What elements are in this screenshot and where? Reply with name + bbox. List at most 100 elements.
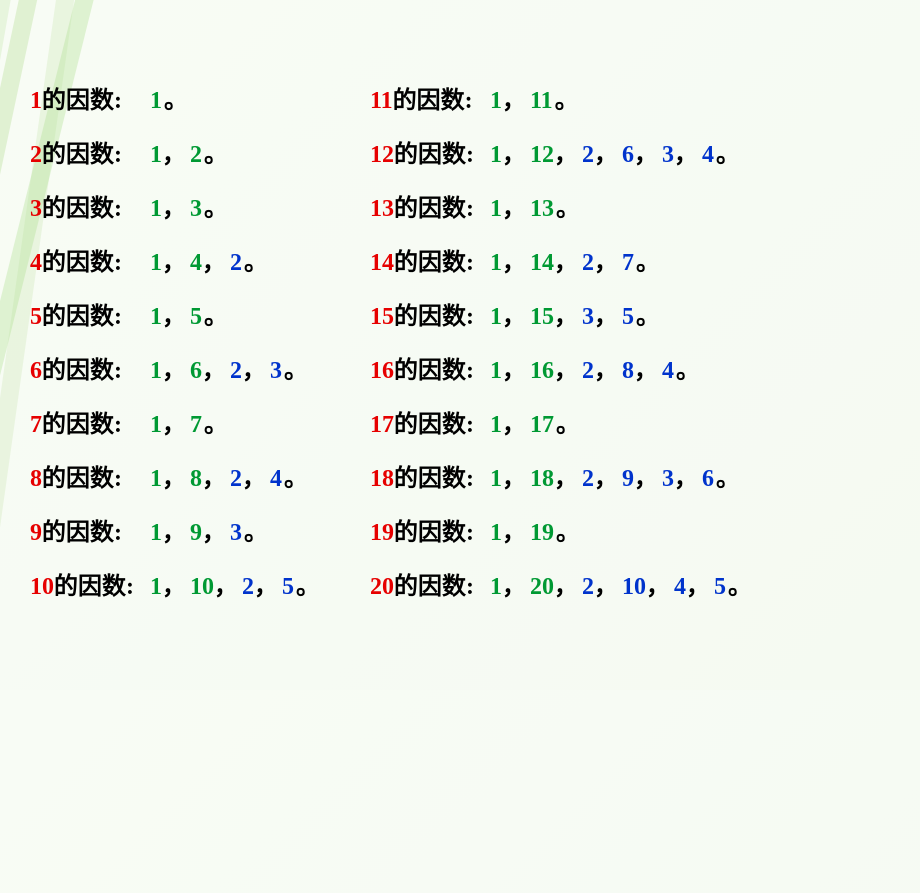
factor-value: 15 (530, 304, 554, 331)
factor-value: 10 (622, 574, 646, 601)
factor-value: 8 (190, 466, 202, 493)
terminator: 。 (164, 80, 188, 115)
terminator: 。 (296, 566, 320, 601)
terminator: 。 (676, 350, 700, 385)
row-label: 9的因数: (30, 512, 150, 547)
factor-list: 1，6，2，3。 (150, 350, 308, 385)
factor-row: 4的因数:1，4，2。 (30, 242, 320, 296)
factor-value: 3 (270, 358, 282, 385)
row-label: 5的因数: (30, 296, 150, 331)
row-label-text: 的因数: (42, 404, 122, 439)
terminator: 。 (636, 242, 660, 277)
factor-value: 1 (150, 466, 162, 493)
separator: ， (162, 134, 186, 169)
factor-list: 1，7。 (150, 404, 228, 439)
terminator: 。 (716, 458, 740, 493)
separator: ， (162, 404, 186, 439)
row-label-text: 的因数: (393, 80, 473, 115)
factor-value: 3 (662, 466, 674, 493)
factor-value: 16 (530, 358, 554, 385)
separator: ， (254, 566, 278, 601)
row-label: 13的因数: (370, 188, 490, 223)
factor-value: 9 (190, 520, 202, 547)
row-label-text: 的因数: (42, 296, 122, 331)
separator: ， (502, 512, 526, 547)
separator: ， (554, 134, 578, 169)
factor-value: 1 (150, 358, 162, 385)
factor-row: 6的因数:1，6，2，3。 (30, 350, 320, 404)
factor-value: 17 (530, 412, 554, 439)
factor-row: 18的因数:1，18，2，9，3，6。 (370, 458, 752, 512)
row-label-text: 的因数: (394, 458, 474, 493)
separator: ， (554, 566, 578, 601)
factor-list: 1，12，2，6，3，4。 (490, 134, 740, 169)
factor-value: 1 (150, 88, 162, 115)
separator: ， (502, 134, 526, 169)
factor-value: 1 (490, 142, 502, 169)
row-label-text: 的因数: (42, 80, 122, 115)
factor-row: 13的因数:1，13。 (370, 188, 752, 242)
factor-value: 1 (150, 520, 162, 547)
factor-list: 1，5。 (150, 296, 228, 331)
row-number: 3 (30, 196, 42, 223)
row-number: 11 (370, 88, 393, 115)
row-label: 6的因数: (30, 350, 150, 385)
separator: ， (214, 566, 238, 601)
separator: ， (502, 188, 526, 223)
row-number: 16 (370, 358, 394, 385)
separator: ， (502, 80, 526, 115)
right-column: 11的因数:1，11。12的因数:1，12，2，6，3，4。13的因数:1，13… (370, 80, 752, 620)
row-label: 2的因数: (30, 134, 150, 169)
factor-list: 1，3。 (150, 188, 228, 223)
separator: ， (202, 512, 226, 547)
factor-row: 20的因数:1，20，2，10，4，5。 (370, 566, 752, 620)
factor-row: 5的因数:1，5。 (30, 296, 320, 350)
row-label-text: 的因数: (394, 350, 474, 385)
factor-list: 1，10，2，5。 (150, 566, 320, 601)
row-label: 19的因数: (370, 512, 490, 547)
factor-value: 6 (622, 142, 634, 169)
factor-value: 20 (530, 574, 554, 601)
factor-list: 1，9，3。 (150, 512, 268, 547)
row-label: 10的因数: (30, 566, 150, 601)
separator: ， (674, 134, 698, 169)
factor-value: 4 (270, 466, 282, 493)
factor-value: 1 (150, 412, 162, 439)
separator: ， (242, 458, 266, 493)
separator: ， (594, 242, 618, 277)
factor-value: 5 (622, 304, 634, 331)
factor-value: 2 (230, 466, 242, 493)
row-number: 19 (370, 520, 394, 547)
row-number: 9 (30, 520, 42, 547)
row-label-text: 的因数: (394, 404, 474, 439)
factor-value: 14 (530, 250, 554, 277)
factor-value: 1 (490, 520, 502, 547)
factor-value: 1 (490, 250, 502, 277)
factor-row: 19的因数:1，19。 (370, 512, 752, 566)
factor-value: 9 (622, 466, 634, 493)
row-number: 5 (30, 304, 42, 331)
factor-value: 2 (230, 250, 242, 277)
row-label: 17的因数: (370, 404, 490, 439)
factor-value: 2 (582, 358, 594, 385)
separator: ， (202, 242, 226, 277)
factor-value: 3 (190, 196, 202, 223)
separator: ， (202, 350, 226, 385)
separator: ， (162, 350, 186, 385)
row-label: 12的因数: (370, 134, 490, 169)
terminator: 。 (204, 134, 228, 169)
terminator: 。 (556, 404, 580, 439)
row-label-text: 的因数: (394, 512, 474, 547)
factor-row: 7的因数:1，7。 (30, 404, 320, 458)
factor-value: 13 (530, 196, 554, 223)
separator: ， (202, 458, 226, 493)
factor-value: 1 (490, 358, 502, 385)
row-number: 18 (370, 466, 394, 493)
row-label: 18的因数: (370, 458, 490, 493)
factor-list: 1，17。 (490, 404, 580, 439)
separator: ， (554, 242, 578, 277)
factor-list: 1，2。 (150, 134, 228, 169)
row-label: 1的因数: (30, 80, 150, 115)
terminator: 。 (204, 296, 228, 331)
factor-value: 1 (490, 412, 502, 439)
